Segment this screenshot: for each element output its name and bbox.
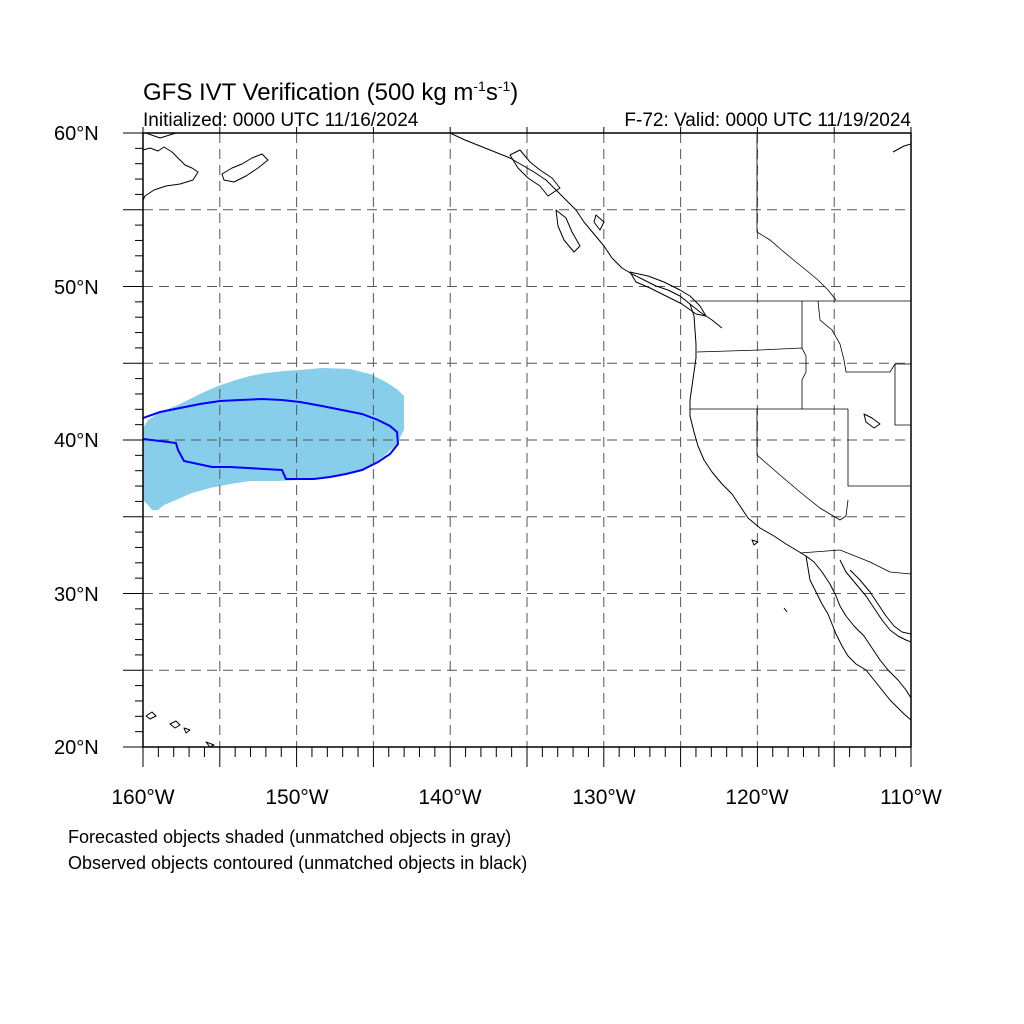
initialized-time: Initialized: 0000 UTC 11/16/2024 xyxy=(143,110,419,131)
lon-label-150w: 150°W xyxy=(265,786,329,809)
axis-ticks xyxy=(123,127,912,767)
graticule xyxy=(143,133,911,747)
coastlines xyxy=(143,133,911,747)
observed-object xyxy=(143,397,400,480)
political-borders xyxy=(690,133,911,575)
forecast-note: Forecasted objects shaded (unmatched obj… xyxy=(68,827,512,847)
title-exponent-1: -1 xyxy=(473,78,486,94)
lon-label-140w: 140°W xyxy=(418,786,482,809)
title-unit-s: s xyxy=(485,79,498,106)
title-close: ) xyxy=(510,79,519,106)
lat-label-50n: 50°N xyxy=(54,277,99,299)
lat-label-20n: 20°N xyxy=(54,737,99,759)
lon-label-120w: 120°W xyxy=(725,786,789,809)
observed-note: Observed objects contoured (unmatched ob… xyxy=(68,853,528,873)
lat-label-30n: 30°N xyxy=(54,584,99,606)
lat-label-40n: 40°N xyxy=(54,430,99,452)
title-exponent-2: -1 xyxy=(497,78,511,94)
lat-label-60n: 60°N xyxy=(54,123,99,145)
lon-label-160w: 160°W xyxy=(111,786,175,809)
map-frame xyxy=(142,132,912,748)
title-text: GFS IVT Verification (500 kg m xyxy=(143,79,474,106)
lon-label-110w: 110°W xyxy=(880,786,942,809)
valid-time: F-72: Valid: 0000 UTC 11/19/2024 xyxy=(624,110,911,131)
lon-label-130w: 130°W xyxy=(572,786,636,809)
map-title: GFS IVT Verification (500 kg m-1s-1) xyxy=(143,70,518,109)
forecast-object xyxy=(143,368,404,510)
